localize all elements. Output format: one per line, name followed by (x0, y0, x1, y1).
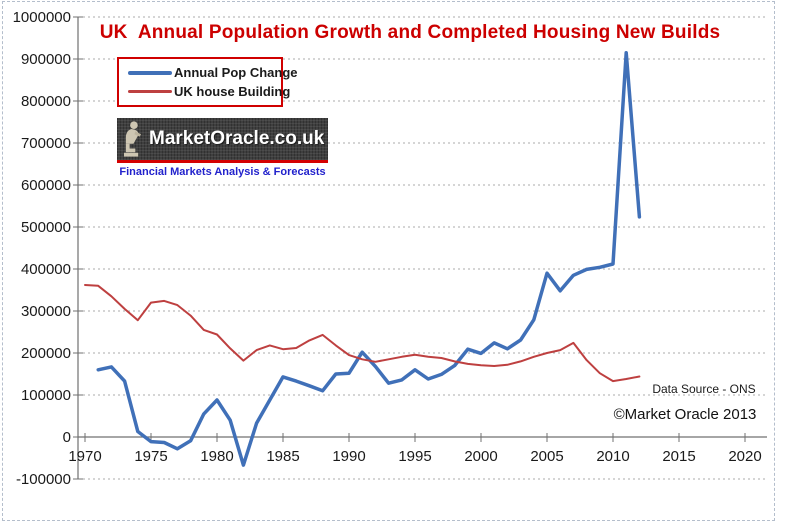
x-axis-label: 2000 (464, 448, 497, 465)
legend-label-house: UK house Building (174, 84, 291, 99)
legend-item-pop: Annual Pop Change (128, 65, 298, 80)
y-axis-label: 400000 (21, 261, 71, 278)
y-axis-label: 100000 (21, 387, 71, 404)
x-axis-label: 1970 (68, 448, 101, 465)
x-axis-label: 2020 (728, 448, 761, 465)
house-line-swatch (128, 90, 172, 93)
oracle-statue-icon (123, 121, 142, 157)
x-axis-label: 1995 (398, 448, 431, 465)
x-axis-label: 1990 (332, 448, 365, 465)
y-axis-label: 300000 (21, 303, 71, 320)
marketoracle-logo: MarketOracle.co.uk Financial Markets Ana… (117, 118, 328, 178)
axis-labels: -100000 0 100000 200000 300000 400000 500000 60… (13, 9, 762, 488)
y-axis-label: 900000 (21, 51, 71, 68)
logo-wordmark: MarketOracle.co.uk (149, 128, 325, 149)
y-axis-label: 1000000 (13, 9, 71, 26)
y-axis-label: 0 (63, 429, 71, 446)
pop-line-swatch (128, 70, 172, 75)
data-source-note: Data Source - ONS (652, 382, 756, 396)
chart-title: UK Annual Population Growth and Complete… (99, 22, 721, 43)
x-axis-label: 2005 (530, 448, 563, 465)
copyright-note: ©Market Oracle 2013 (613, 406, 757, 423)
series-line-uk-house-building (84, 284, 641, 383)
series-line-annual-pop-change (96, 50, 642, 467)
x-axis-label: 1985 (266, 448, 299, 465)
y-axis-label: 600000 (21, 177, 71, 194)
legend-item-house: UK house Building (128, 84, 290, 99)
y-axis-label: -100000 (16, 471, 71, 488)
x-axis-label: 1975 (134, 448, 167, 465)
logo-red-stripe (117, 160, 328, 163)
legend-label-pop: Annual Pop Change (174, 65, 298, 80)
chart-legend: Annual Pop Change UK house Building (117, 57, 298, 107)
y-axis-label: 700000 (21, 135, 71, 152)
y-axis-label: 800000 (21, 93, 71, 110)
logo-tagline: Financial Markets Analysis & Forecasts (119, 166, 326, 178)
x-axis-label: 1980 (200, 448, 233, 465)
x-axis-label: 2010 (596, 448, 629, 465)
logo-banner: MarketOracle.co.uk (117, 118, 328, 160)
y-axis-label: 500000 (21, 219, 71, 236)
y-axis-label: 200000 (21, 345, 71, 362)
x-axis-label: 2015 (662, 448, 695, 465)
